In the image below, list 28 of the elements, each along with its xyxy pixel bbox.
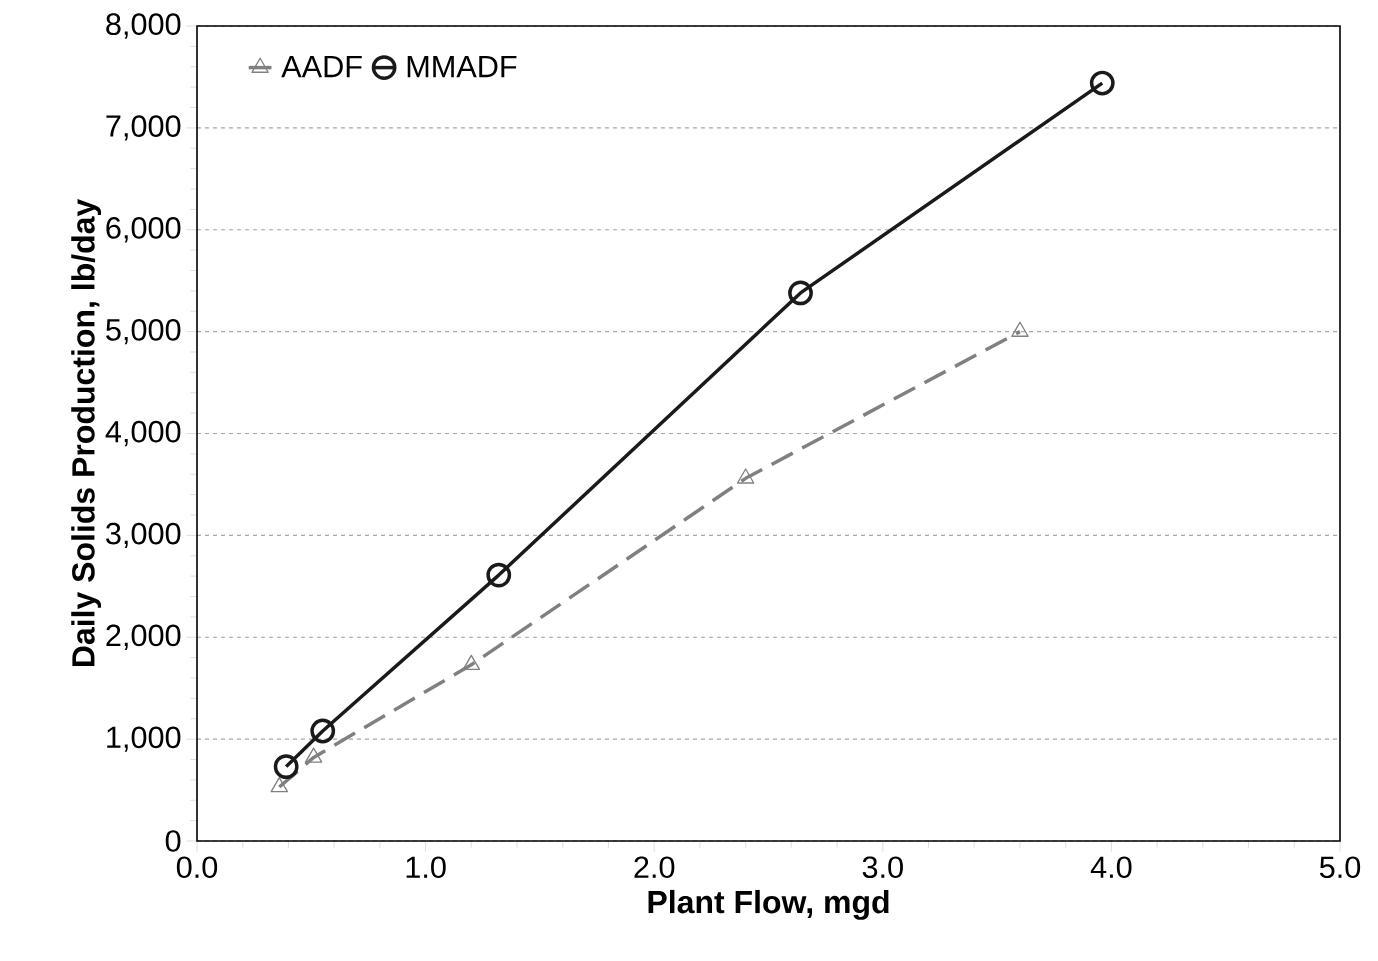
x-tick-label: 5.0 [1319, 856, 1361, 879]
point [736, 468, 755, 484]
y-tick-label: 2,000 [106, 624, 181, 650]
x-tick-label: 2.0 [634, 856, 675, 879]
y-axis-title: Daily Solids Production, lb/day [71, 198, 102, 667]
y-tick-label: 1,000 [107, 726, 181, 752]
point [486, 562, 512, 588]
y-tick-label: 8,000 [106, 13, 181, 39]
y-tick-label: 5,000 [106, 318, 181, 345]
point [304, 747, 323, 763]
x-tick-label: 4.0 [1090, 856, 1132, 879]
y-tick-label: 0 [165, 830, 181, 852]
point [788, 280, 813, 306]
y-tick-label: 7,000 [106, 115, 181, 141]
x-tick-label: 1.0 [406, 856, 446, 879]
y-tick-label: 4,000 [105, 420, 181, 447]
point [1011, 321, 1029, 337]
x-axis-title: Plant Flow, mgd [648, 889, 889, 920]
point [1089, 70, 1115, 96]
x-tick-label: 3.0 [862, 856, 903, 879]
legend-label: AADF [281, 56, 362, 78]
point [462, 654, 481, 671]
y-tick-label: 6,000 [106, 217, 181, 243]
y-tick-label: 3,000 [106, 522, 181, 549]
x-tick-label: 0.0 [176, 856, 218, 879]
point [310, 718, 336, 744]
legend-label: MMADF [407, 56, 517, 78]
point [270, 777, 289, 793]
